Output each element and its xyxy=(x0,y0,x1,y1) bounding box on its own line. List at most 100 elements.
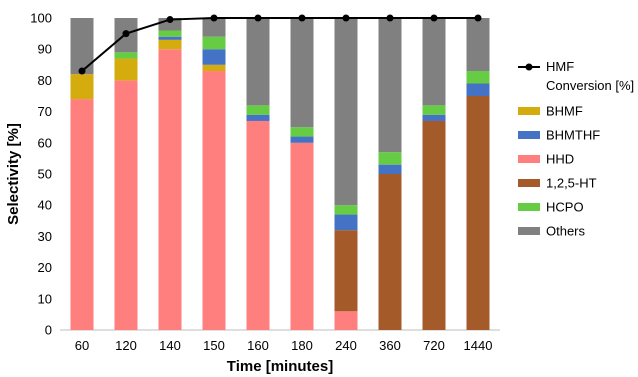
hmf-conversion-point xyxy=(430,14,438,22)
legend-swatch xyxy=(518,203,540,211)
bar-segment xyxy=(378,18,402,153)
y-tick-label: 90 xyxy=(38,42,52,57)
bar-segment xyxy=(466,18,490,72)
y-tick-label: 100 xyxy=(30,11,52,26)
bar-segment xyxy=(202,18,226,37)
bar-segment xyxy=(290,18,314,128)
y-tick-label: 10 xyxy=(38,291,52,306)
bar-segment xyxy=(114,58,138,81)
x-tick-label: 720 xyxy=(423,338,445,353)
x-tick-label: 240 xyxy=(335,338,357,353)
bar-segment xyxy=(202,49,226,65)
bar-segment xyxy=(334,205,358,215)
hmf-conversion-point xyxy=(386,14,394,22)
bar-segment xyxy=(158,39,182,50)
legend-label: HCPO xyxy=(546,200,584,215)
bar-segment xyxy=(70,74,94,100)
bar-segment xyxy=(422,18,446,106)
bar-segment xyxy=(422,105,446,115)
bar-segment xyxy=(246,105,270,115)
x-tick-label: 160 xyxy=(247,338,269,353)
bar-segment xyxy=(70,18,94,75)
hmf-conversion-point xyxy=(474,14,482,22)
bar-segment xyxy=(290,136,314,143)
bar-segment xyxy=(422,120,446,331)
bar-segment xyxy=(334,214,358,231)
legend-item: 1,2,5-HT xyxy=(518,176,597,191)
y-tick-label: 70 xyxy=(38,104,52,119)
legend-item: HHD xyxy=(518,152,574,167)
legend-label: HMF xyxy=(546,59,574,74)
x-tick-label: 150 xyxy=(203,338,225,353)
y-tick-label: 30 xyxy=(38,229,52,244)
bar-segment xyxy=(334,230,358,312)
legend-label: Conversion [%] xyxy=(546,78,634,93)
bar-segment xyxy=(378,164,402,174)
legend-swatch xyxy=(518,107,540,115)
bar-segment xyxy=(422,114,446,121)
bar-segment xyxy=(290,142,314,330)
legend-label: BHMTHF xyxy=(546,128,600,143)
legend: HMF Conversion [%] BHMF BHMTHF HHD 1,2,5-HT HC… xyxy=(518,59,634,239)
hmf-conversion-polyline xyxy=(81,17,478,72)
bar-segment xyxy=(378,152,402,165)
bar-segment xyxy=(334,18,358,206)
legend-label: BHMF xyxy=(546,104,583,119)
x-tick-label: 60 xyxy=(75,338,89,353)
hmf-conversion-point xyxy=(254,14,262,22)
bar-segment xyxy=(466,96,490,330)
y-tick-label: 40 xyxy=(38,198,52,213)
bar-segment xyxy=(466,71,490,84)
y-tick-label: 80 xyxy=(38,73,52,88)
legend-swatch xyxy=(518,155,540,163)
x-axis-label: Time [minutes] xyxy=(227,358,333,375)
x-tick-label: 180 xyxy=(291,338,313,353)
bar-segment xyxy=(70,99,94,331)
bar-segment xyxy=(114,80,138,331)
hmf-conversion-point xyxy=(298,14,306,22)
legend-swatch xyxy=(518,227,540,235)
bar-segment xyxy=(202,64,226,72)
bar-segment xyxy=(158,36,182,40)
bar-segment xyxy=(466,83,490,96)
bar-segment xyxy=(378,174,402,330)
bar-segment xyxy=(202,71,226,330)
bar-segment xyxy=(290,127,314,137)
bar-segment xyxy=(246,114,270,121)
y-tick-label: 20 xyxy=(38,260,52,275)
legend-label: HHD xyxy=(546,152,574,167)
hmf-conversion-point xyxy=(166,16,174,24)
legend-item-hmf-conversion: HMF Conversion [%] xyxy=(518,59,634,93)
x-tick-label: 120 xyxy=(115,338,137,353)
legend-swatch xyxy=(518,131,540,139)
hmf-conversion-line xyxy=(78,14,482,75)
legend-label: Others xyxy=(546,224,586,239)
x-tick-label: 1440 xyxy=(464,338,493,353)
hmf-conversion-point xyxy=(78,67,86,75)
y-tick-label: 50 xyxy=(38,167,52,182)
hmf-conversion-point xyxy=(122,30,130,38)
legend-swatch xyxy=(518,179,540,187)
x-tick-label: 360 xyxy=(379,338,401,353)
hmf-conversion-point xyxy=(210,14,218,22)
y-axis: 0 10 20 30 40 50 60 70 80 90 100 xyxy=(30,11,52,338)
legend-item: HCPO xyxy=(518,200,584,215)
hmf-conversion-point xyxy=(342,14,350,22)
bar-segment xyxy=(114,52,138,59)
bar-segment xyxy=(246,120,270,331)
bar-segment xyxy=(246,18,270,106)
legend-item: Others xyxy=(518,224,586,239)
bar-segment xyxy=(158,30,182,37)
y-tick-label: 60 xyxy=(38,135,52,150)
x-tick-label: 140 xyxy=(159,338,181,353)
bar-segment xyxy=(334,311,358,330)
bars xyxy=(70,18,490,331)
y-axis-label: Selectivity [%] xyxy=(5,123,22,225)
bar-segment xyxy=(202,36,226,50)
legend-item: BHMF xyxy=(518,104,583,119)
y-tick-label: 0 xyxy=(45,323,52,338)
legend-label: 1,2,5-HT xyxy=(546,176,597,191)
bar-segment xyxy=(158,49,182,330)
x-axis: 60 120 140 150 160 180 240 360 720 1440 xyxy=(60,329,500,353)
